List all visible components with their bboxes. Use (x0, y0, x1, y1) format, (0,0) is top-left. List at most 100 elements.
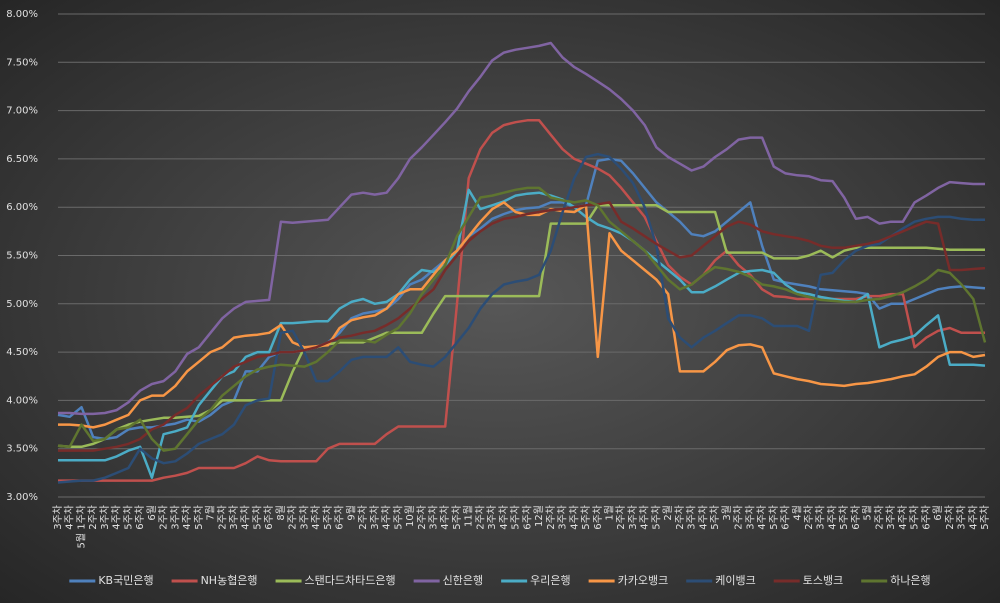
x-tick-label: 4주차 (756, 505, 768, 530)
x-tick-label: 4주차 (111, 505, 123, 530)
x-tick-label: 5주차 (193, 505, 205, 530)
legend-label: 케이뱅크 (715, 574, 755, 587)
x-tick-label: 5주차 (510, 505, 522, 530)
x-tick-label: 6주차 (521, 505, 533, 530)
x-tick-label: 4주차 (498, 505, 510, 530)
x-tick-label: 3주차 (627, 505, 639, 530)
x-tick-label: 4주차 (439, 505, 451, 530)
x-tick-label: 4주차 (826, 505, 838, 530)
x-tick-label: 3월 (721, 505, 733, 521)
x-tick-label: 4주차 (697, 505, 709, 530)
legend-label: KB국민은행 (98, 574, 153, 587)
x-tick-label: 6월 (932, 505, 944, 521)
x-tick-label: 2주차 (287, 505, 299, 530)
x-tick-label: 4주차 (310, 505, 322, 530)
x-tick-label: 3주차 (228, 505, 240, 530)
x-tick-label: 2주차 (674, 505, 686, 530)
x-tick-label: 3주차 (557, 505, 569, 530)
x-tick-label: 6주차 (592, 505, 604, 530)
x-tick-label: 6월 (146, 505, 158, 521)
x-tick-label: 5주차 (322, 505, 334, 530)
x-tick-label: 3주차 (815, 505, 827, 530)
series-line (57, 186, 987, 452)
x-tick-label: 3주차 (298, 505, 310, 530)
x-tick-label: 5월 1주차 (75, 505, 87, 549)
y-tick-label: 4.50% (6, 347, 38, 358)
x-tick-label: 3주차 (369, 505, 381, 530)
x-tick-label: 11월 (463, 505, 475, 527)
x-tick-label: 3주차 (956, 505, 968, 530)
x-tick-label: 3주차 (744, 505, 756, 530)
y-tick-label: 6.50% (6, 154, 38, 165)
legend-label: 하나은행 (890, 573, 930, 587)
series-line (57, 152, 985, 484)
x-tick-label: 2주차 (803, 505, 815, 530)
y-tick-label: 3.00% (6, 492, 38, 503)
x-tick-label: 2주차 (87, 505, 99, 530)
x-tick-label: 2주차 (357, 505, 369, 530)
x-tick-label: 2월 (662, 505, 674, 521)
legend-label: 토스뱅크 (803, 574, 843, 587)
x-tick-label: 4주차 (967, 505, 979, 530)
x-tick-label: 2주차 (216, 505, 228, 530)
x-tick-label: 3주차 (686, 505, 698, 530)
y-tick-label: 4.00% (6, 395, 38, 406)
x-tick-label: 3주차 (52, 505, 64, 530)
x-tick-label: 2주차 (615, 505, 627, 530)
x-tick-label: 2주차 (416, 505, 428, 530)
y-tick-label: 6.00% (6, 202, 38, 213)
x-tick-label: 4주차 (64, 505, 76, 530)
x-tick-label: 5주차 (909, 505, 921, 530)
x-tick-label: 4주차 (568, 505, 580, 530)
x-tick-label: 3주차 (99, 505, 111, 530)
x-tick-label: 3주차 (169, 505, 181, 530)
y-tick-label: 7.00% (6, 106, 38, 117)
y-tick-label: 3.50% (6, 444, 38, 455)
series-line (58, 188, 986, 479)
x-tick-label: 6주차 (780, 505, 792, 530)
x-tick-label: 1월 (604, 505, 616, 521)
x-tick-label: 4주차 (240, 505, 252, 530)
x-tick-label: 7월 (205, 505, 217, 521)
x-tick-label: 2주차 (545, 505, 557, 530)
legend-label: 신한은행 (443, 574, 483, 587)
legend: KB국민은행 NH농협은행 스탠다드차타드은행 신한은행 우리은행 카카오뱅크 케이뱅크 토스… (69, 573, 931, 587)
x-tick-label: 10월 (404, 505, 416, 527)
x-tick-label: 5주차 (580, 505, 592, 530)
x-tick-label: 9월 (345, 505, 357, 521)
x-tick-label: 5주차 (451, 505, 463, 530)
legend-label: NH농협은행 (201, 574, 258, 587)
legend-label: 우리은행 (530, 574, 570, 587)
x-tick-label: 4주차 (381, 505, 393, 530)
x-tick-label: 4주차 (181, 505, 193, 530)
x-tick-label: 5주차 (979, 505, 991, 530)
series-line (57, 157, 986, 441)
series-line (58, 201, 986, 429)
x-tick-label: 5주차 (650, 505, 662, 530)
y-tick-label: 7.50% (6, 57, 38, 68)
x-tick-label: 5주차 (838, 505, 850, 530)
legend-label: 카카오뱅크 (618, 574, 669, 587)
x-tick-label: 5주차 (122, 505, 134, 530)
x-tick-label: 4주차 (639, 505, 651, 530)
x-tick-label: 8월 (275, 505, 287, 521)
x-tick-label: 5주차 (709, 505, 721, 530)
y-tick-label: 8.00% (6, 9, 38, 20)
x-tick-label: 2주차 (944, 505, 956, 530)
x-tick-label: 6주차 (334, 505, 346, 530)
series-line (58, 201, 986, 452)
legend-label: 스탠다드차타드은행 (305, 574, 396, 587)
x-tick-label: 3주차 (427, 505, 439, 530)
x-tick-label: 4월 (791, 505, 803, 521)
x-tick-label: 2주차 (873, 505, 885, 530)
y-tick-label: 5.50% (6, 251, 38, 262)
x-tick-label: 6주차 (850, 505, 862, 530)
x-tick-label: 6주차 (263, 505, 275, 530)
x-tick-label: 2주차 (733, 505, 745, 530)
x-tick-label: 5주차 (768, 505, 780, 530)
x-tick-label: 3주차 (486, 505, 498, 530)
x-tick-label: 12월 (533, 505, 545, 527)
x-tick-label: 5주차 (251, 505, 263, 530)
x-tick-label: 4주차 (897, 505, 909, 530)
